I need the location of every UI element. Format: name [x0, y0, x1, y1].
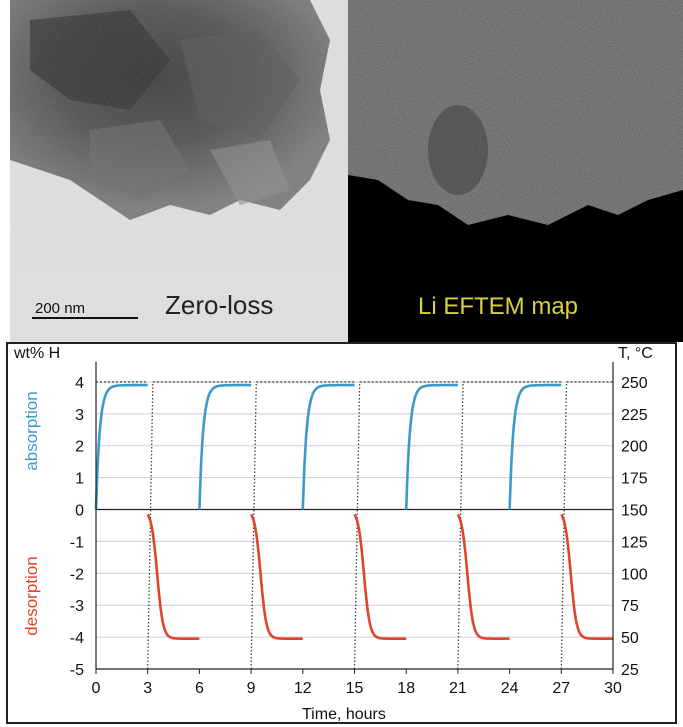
desorption-curve — [456, 513, 510, 640]
grid-layer — [96, 381, 613, 670]
y-tick-label-left: -1 — [70, 534, 84, 551]
zero-loss-image: 200 nm Zero-loss — [10, 0, 348, 342]
li-eftem-map-panel: Li EFTEM map — [348, 0, 683, 342]
x-tick-label: 3 — [143, 680, 152, 697]
x-tick-label: 24 — [501, 680, 519, 697]
y-tick-label-left: -2 — [70, 566, 84, 583]
absorption-curve — [508, 383, 562, 510]
x-tick-label: 6 — [195, 680, 204, 697]
absorption-series — [94, 383, 562, 510]
y-tick-label-right: 150 — [621, 503, 648, 520]
x-tick-label: 27 — [552, 680, 570, 697]
y-tick-label-right: 175 — [621, 471, 648, 488]
y-tick-label-left: 1 — [75, 471, 84, 488]
desorption-curve — [560, 513, 613, 640]
y-tick-label-right: 250 — [621, 375, 648, 392]
x-tick-label: 18 — [397, 680, 415, 697]
y-tick-label-right: 225 — [621, 407, 648, 424]
hydrogen-cycling-chart: 4 3 2 1 0 -1 -2 -3 -4 -5 250 225 200 175 150 125 100 75 50… — [6, 342, 677, 724]
absorption-curve — [301, 383, 355, 510]
x-tick-label: 9 — [247, 680, 256, 697]
x-tick-label: 12 — [294, 680, 312, 697]
y-tick-label-right: 125 — [621, 534, 648, 551]
zero-loss-label: Zero-loss — [165, 290, 273, 320]
x-tick-label: 15 — [346, 680, 364, 697]
y-tick-label-left: 4 — [75, 375, 84, 392]
li-map-label: Li EFTEM map — [418, 293, 578, 320]
y-tick-label-left: 2 — [75, 439, 84, 456]
absorption-curve — [198, 383, 252, 510]
temperature-series — [96, 381, 613, 670]
y-tick-label-right: 200 — [621, 439, 648, 456]
axes: 43210-1-2-3-4-52502252001751501251007550… — [70, 362, 648, 697]
chart-svg: 43210-1-2-3-4-52502252001751501251007550… — [13, 345, 653, 723]
y-tick-label-left: -5 — [70, 662, 84, 679]
absorption-curve — [404, 383, 458, 510]
desorption-curve — [353, 513, 407, 640]
x-axis-label: Time, hours — [302, 706, 386, 722]
desorption-side-label: desorption — [22, 556, 41, 635]
zero-loss-image-panel: 200 nm Zero-loss — [10, 0, 348, 342]
y-tick-label-left: 3 — [75, 407, 84, 424]
absorption-side-label: absorption — [22, 391, 41, 470]
li-eftem-map-image: Li EFTEM map — [348, 0, 683, 342]
y-tick-label-right: 75 — [621, 598, 639, 615]
y-tick-label-left: 0 — [75, 503, 84, 520]
desorption-curve — [146, 513, 200, 640]
y-tick-label-right: 100 — [621, 566, 648, 583]
y-tick-label-right: 25 — [621, 662, 639, 679]
x-tick-label: 21 — [449, 680, 467, 697]
y-tick-label-left: -4 — [70, 630, 84, 647]
y-tick-label-right: 50 — [621, 630, 639, 647]
desorption-curve — [249, 513, 303, 640]
y-tick-label-left: -3 — [70, 598, 84, 615]
desorption-series — [146, 513, 613, 640]
y-axis-right-label: T, °C — [618, 345, 653, 362]
y-axis-left-label: wt% H — [13, 345, 60, 362]
x-tick-label: 30 — [604, 680, 622, 697]
absorption-curve — [94, 383, 148, 510]
x-tick-label: 0 — [92, 680, 101, 697]
scale-bar-label: 200 nm — [35, 300, 85, 317]
